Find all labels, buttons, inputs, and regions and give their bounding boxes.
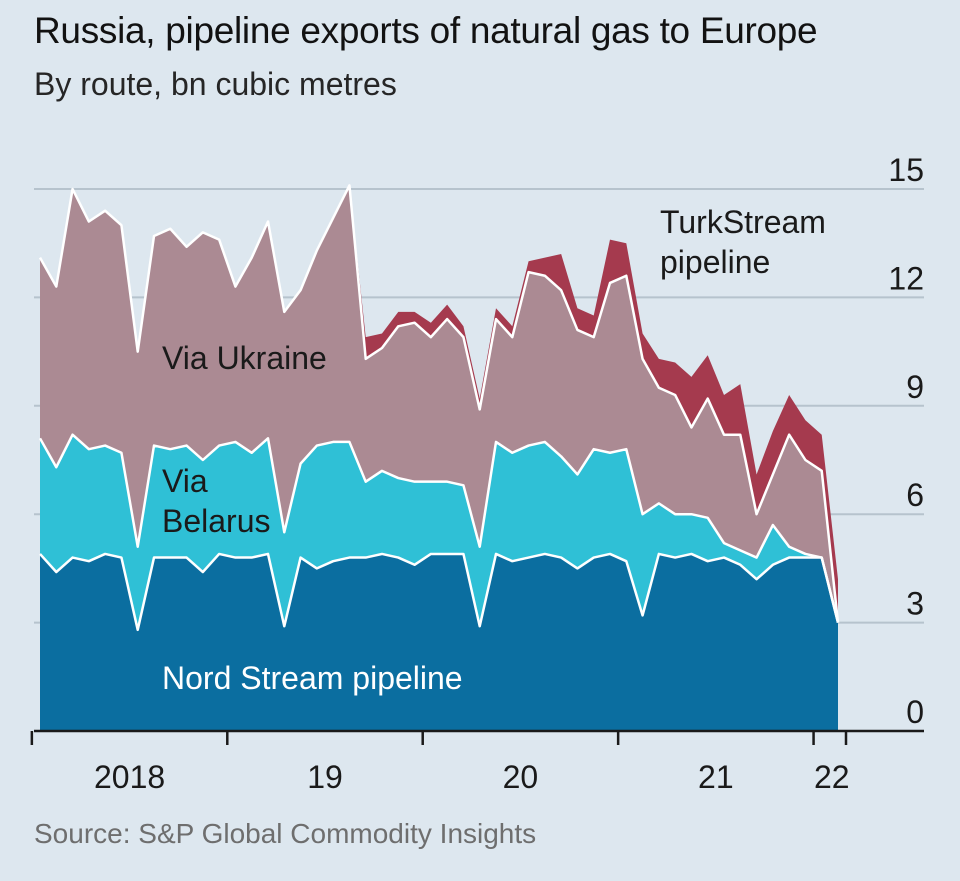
x-tick-label-21: 21 [698, 759, 734, 795]
chart-subtitle: By route, bn cubic metres [34, 66, 397, 102]
source-note: Source: S&P Global Commodity Insights [34, 818, 537, 849]
separator-top-of-via-belarus [38, 433, 840, 623]
stacked-area-chart: 0 3 6 9 12 15 2018 19 20 21 22 Nord Stream pipeli… [30, 152, 924, 795]
y-tick-label-3: 3 [906, 586, 924, 622]
x-axis [30, 729, 924, 745]
label-turkstream: TurkStream pipeline [660, 204, 826, 280]
label-nord-stream: Nord Stream pipeline [162, 660, 463, 696]
separator-top-of-nord-stream-pipeline [39, 552, 840, 632]
y-tick-label-12: 12 [888, 260, 924, 296]
area-via-belarus [40, 434, 838, 630]
area-series [40, 185, 838, 731]
x-axis-tick-labels: 2018 19 20 21 22 [94, 759, 850, 795]
y-tick-label-6: 6 [906, 477, 924, 513]
x-tick-label-19: 19 [307, 759, 343, 795]
label-via-ukraine: Via Ukraine [162, 340, 327, 376]
x-tick-label-2018: 2018 [94, 759, 165, 795]
series-labels: Nord Stream pipeline Via Belarus Via Ukrain… [162, 204, 826, 696]
x-tick-label-20: 20 [503, 759, 539, 795]
y-axis-tick-labels: 0 3 6 9 12 15 [888, 152, 924, 730]
area-nord-stream-pipeline [40, 553, 838, 731]
series-separators [38, 184, 840, 632]
y-tick-label-15: 15 [888, 152, 924, 188]
chart-title: Russia, pipeline exports of natural gas … [34, 10, 818, 51]
y-tick-label-0: 0 [906, 694, 924, 730]
x-tick-label-22: 22 [814, 759, 850, 795]
area-via-ukraine [40, 185, 838, 623]
separator-top-of-via-ukraine [38, 184, 840, 623]
y-tick-label-9: 9 [906, 369, 924, 405]
label-via-belarus: Via Belarus [162, 463, 271, 539]
